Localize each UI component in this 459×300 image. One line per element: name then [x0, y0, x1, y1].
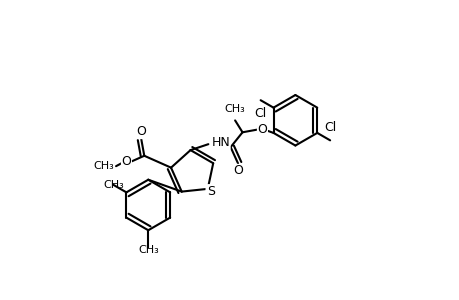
Text: CH₃: CH₃	[103, 180, 123, 190]
Text: CH₃: CH₃	[138, 245, 158, 255]
Text: O: O	[121, 155, 131, 168]
Text: Cl: Cl	[323, 121, 336, 134]
Text: CH₃: CH₃	[94, 161, 114, 171]
Text: O: O	[136, 125, 146, 139]
Text: HN: HN	[211, 136, 230, 149]
Text: CH₃: CH₃	[224, 104, 245, 114]
Text: S: S	[206, 185, 214, 198]
Text: O: O	[233, 164, 242, 177]
Text: O: O	[257, 123, 267, 136]
Text: Cl: Cl	[254, 107, 266, 120]
